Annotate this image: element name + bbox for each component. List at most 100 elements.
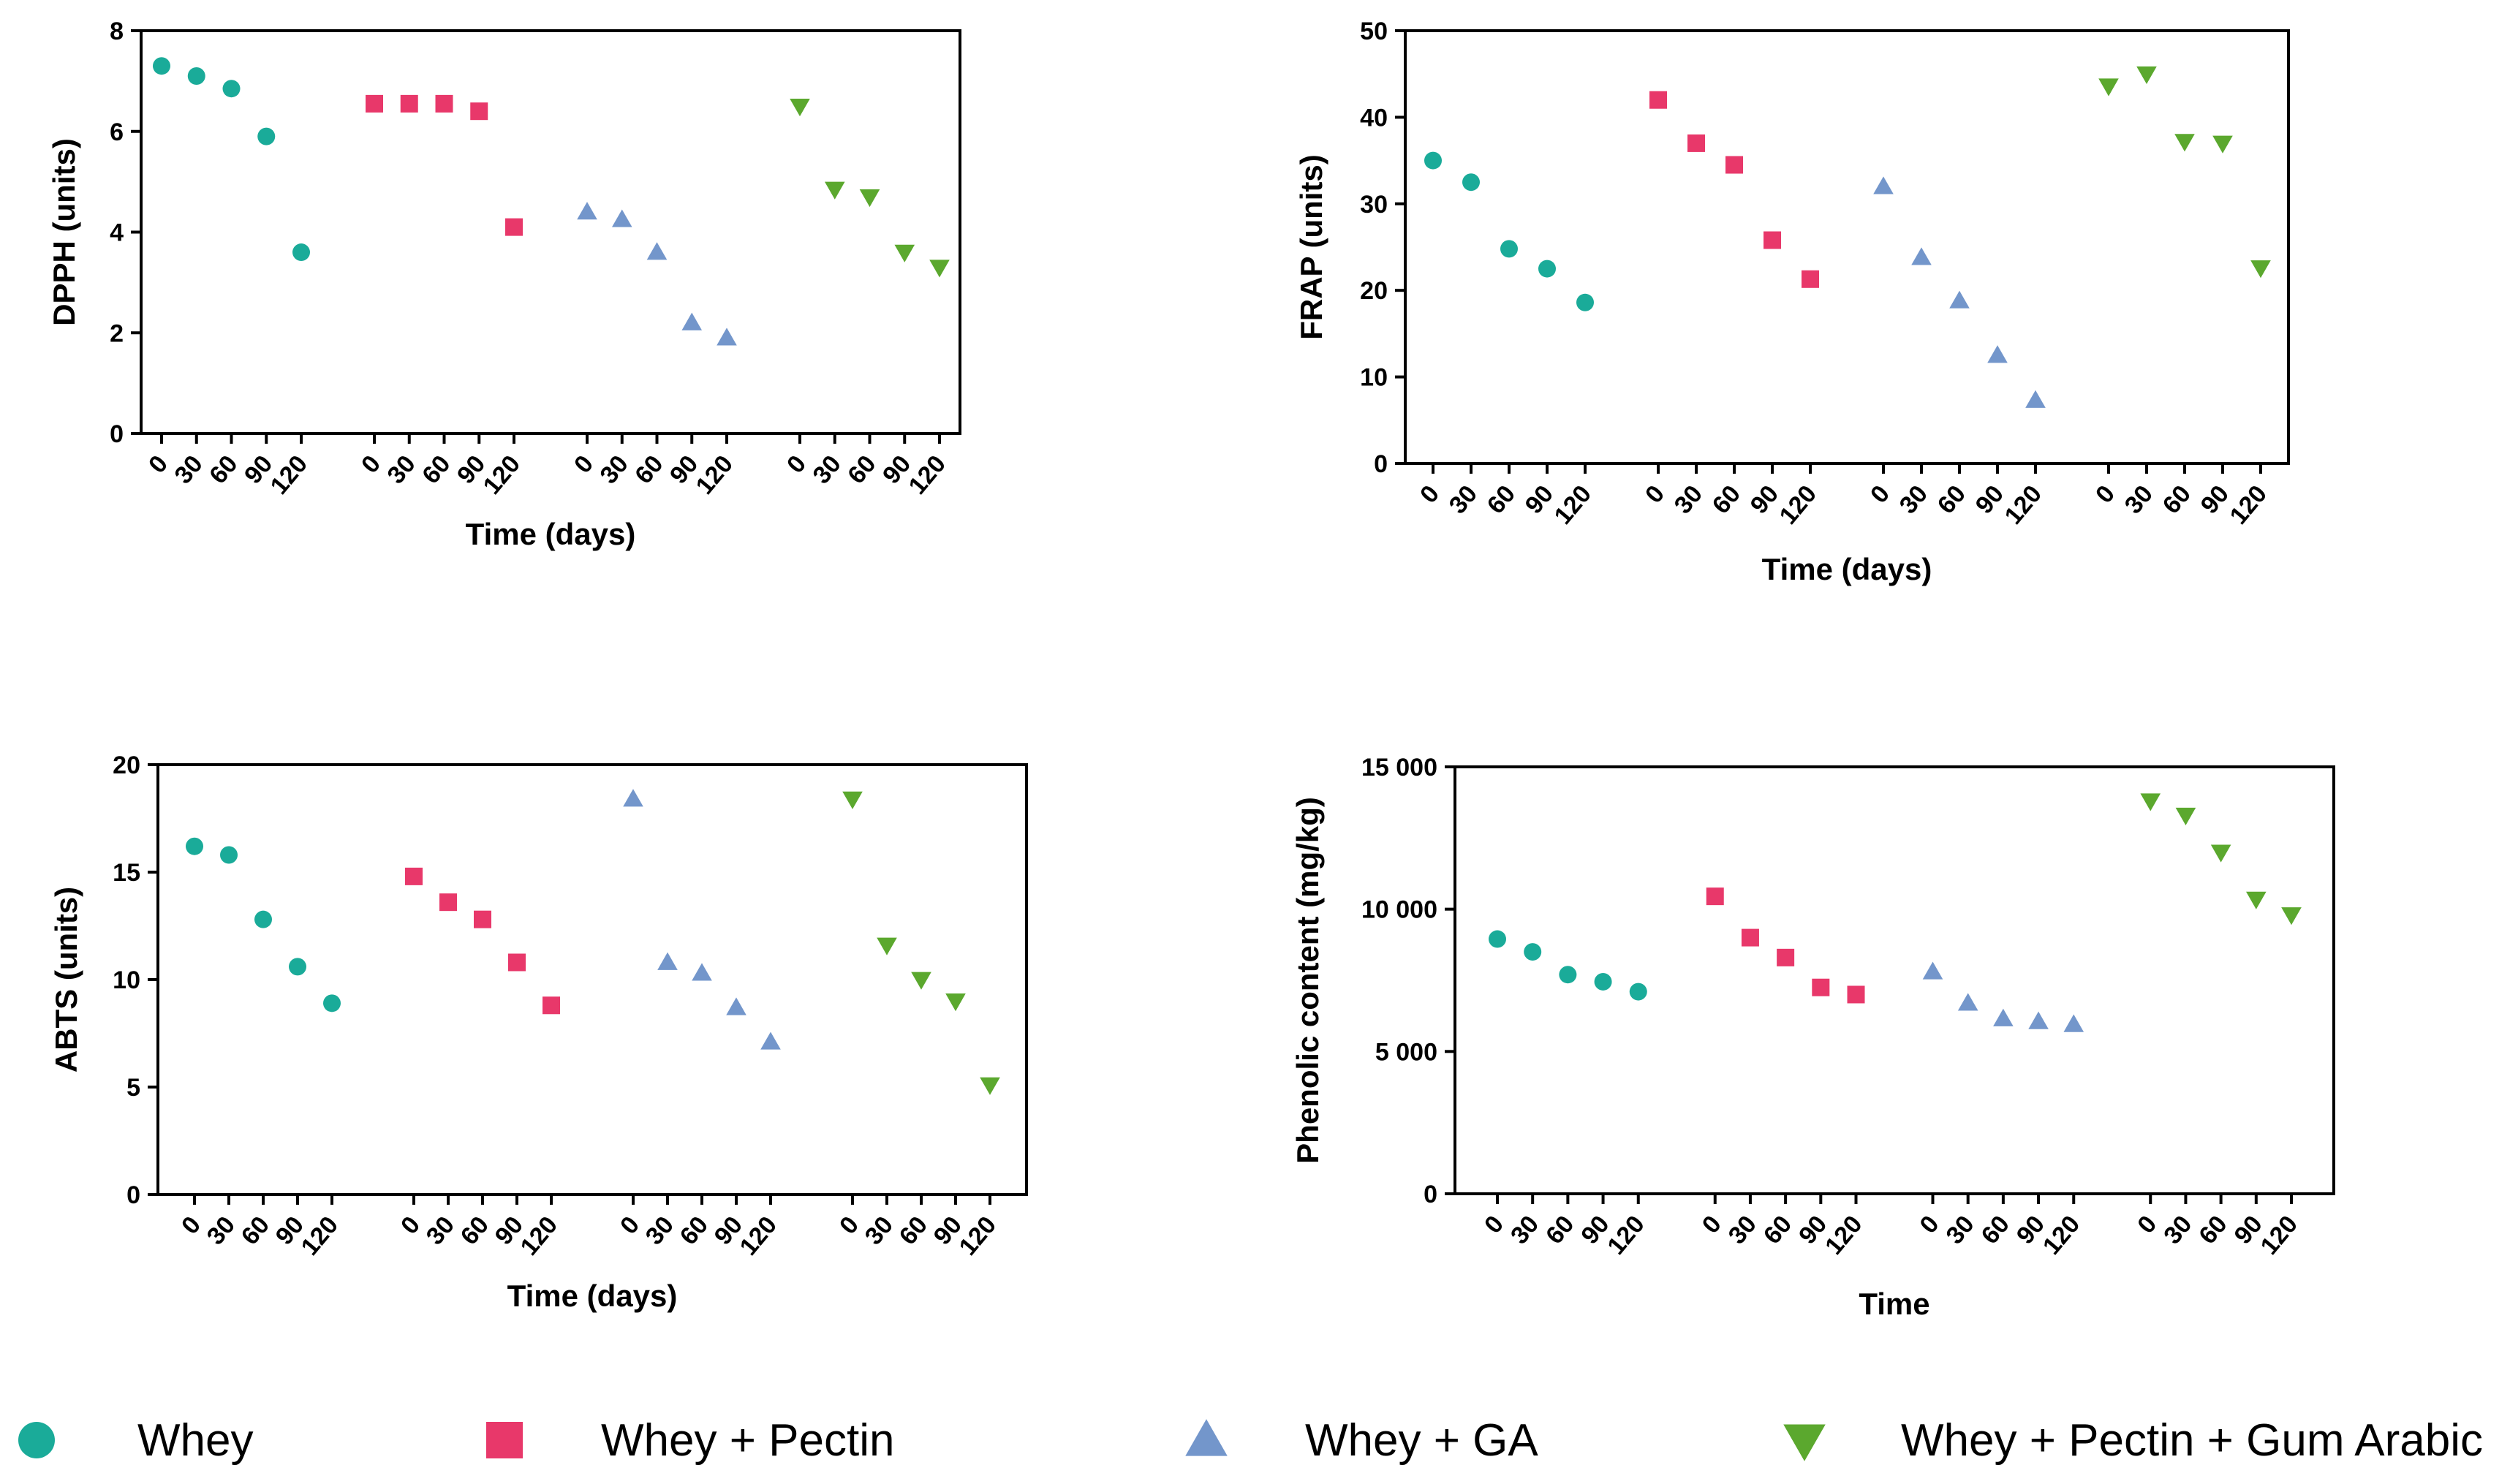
data-point (2175, 807, 2196, 825)
data-point (1559, 966, 1577, 984)
data-point (2250, 260, 2271, 279)
plot-frame (140, 29, 961, 435)
data-point (726, 997, 746, 1015)
data-point (1706, 887, 1724, 906)
x-tick-label: 30 (1940, 1211, 1979, 1249)
x-tick-label: 30 (807, 450, 846, 489)
data-point (824, 181, 845, 200)
x-tick-label: 30 (421, 1211, 460, 1250)
data-point (186, 837, 203, 855)
x-tick-label: 30 (860, 1211, 899, 1250)
data-point (470, 102, 488, 121)
data-point (1649, 91, 1667, 109)
data-point (400, 94, 418, 113)
data-point (1741, 928, 1759, 947)
y-tick-label: 15 000 (1361, 754, 1437, 781)
x-tick-label: 0 (2090, 480, 2120, 509)
plot-frame (156, 763, 1028, 1196)
data-point (681, 312, 703, 330)
data-point (1957, 993, 1978, 1011)
x-tick-label: 120 (296, 1211, 344, 1261)
y-tick-label: 0 (126, 1181, 140, 1209)
data-point (405, 867, 423, 885)
data-point (611, 209, 632, 227)
data-point (439, 893, 457, 912)
x-tick-label: 120 (515, 1211, 564, 1261)
data-point (980, 1077, 1000, 1095)
data-point (2212, 135, 2233, 154)
y-tick-label: 10 000 (1361, 896, 1437, 924)
data-point (2246, 891, 2267, 909)
data-point (1777, 948, 1795, 966)
data-point (911, 972, 931, 990)
x-tick-label: 0 (782, 450, 812, 479)
data-point (945, 993, 966, 1012)
data-point (2025, 390, 2046, 408)
data-point (1802, 270, 1819, 288)
x-tick-label: 120 (1549, 480, 1598, 530)
y-tick-label: 40 (1360, 104, 1388, 132)
x-tick-label: 120 (2256, 1211, 2304, 1260)
x-tick-label: 0 (1479, 1211, 1509, 1239)
data-point (2063, 1014, 2084, 1032)
x-tick-label: 120 (954, 1211, 1002, 1261)
data-point (1725, 156, 1743, 174)
y-tick-label: 6 (110, 118, 124, 146)
data-point (842, 791, 863, 809)
plot-frame (1454, 765, 2335, 1195)
data-point (2281, 907, 2302, 925)
data-point (877, 937, 897, 955)
x-tick-label: 30 (202, 1211, 241, 1250)
x-tick-label: 60 (675, 1211, 714, 1250)
y-tick-label: 2 (110, 319, 124, 347)
y-tick-label: 15 (113, 859, 140, 887)
x-tick-label: 120 (265, 450, 314, 500)
x-tick-label: 60 (204, 450, 243, 489)
x-tick-label: 60 (1976, 1211, 2015, 1249)
y-axis-title: Phenolic content (mg/kg) (1290, 797, 1325, 1164)
x-tick-label: 30 (382, 450, 420, 489)
data-point (1949, 290, 1970, 308)
y-tick-label: 20 (1360, 277, 1388, 305)
data-point (2174, 134, 2195, 152)
x-tick-label: 120 (478, 450, 526, 500)
data-point (366, 94, 383, 113)
x-axis-title: Time (1859, 1287, 1929, 1321)
x-tick-label: 0 (1914, 1211, 1944, 1239)
y-tick-label: 30 (1360, 191, 1388, 219)
legend-item: Whey (18, 1415, 253, 1466)
legend: Whey Whey + Pectin Whey + GA Whey + Pectin … (18, 1415, 2483, 1466)
y-axis-title: ABTS (units) (49, 887, 83, 1072)
y-tick-label: 10 (1360, 364, 1388, 392)
data-point (2140, 793, 2161, 811)
data-point (153, 57, 170, 75)
x-tick-label: 30 (2120, 480, 2158, 519)
data-point (717, 328, 737, 346)
x-tick-label: 60 (2193, 1211, 2232, 1249)
y-axis-title: FRAP (units) (1294, 154, 1328, 340)
x-tick-label: 120 (2000, 480, 2048, 530)
data-point (1524, 943, 1542, 961)
data-point (1911, 247, 1932, 265)
data-point (474, 910, 491, 928)
x-tick-label: 60 (630, 450, 668, 489)
data-point (435, 94, 453, 113)
x-axis-title: Time (days) (466, 517, 636, 551)
legend-label: Whey + Pectin + Gum Arabic (1901, 1415, 2483, 1466)
data-point (1993, 1008, 2014, 1026)
data-point (646, 242, 668, 260)
x-axis-title: Time (days) (507, 1279, 678, 1313)
x-tick-label: 30 (1894, 480, 1933, 519)
data-point (1812, 978, 1830, 996)
legend-marker (18, 1422, 55, 1458)
x-tick-label: 120 (1602, 1211, 1650, 1260)
x-tick-label: 0 (1640, 480, 1670, 509)
x-tick-label: 60 (1482, 480, 1521, 519)
x-tick-label: 60 (894, 1211, 933, 1250)
x-tick-label: 120 (691, 450, 739, 500)
x-tick-label: 60 (455, 1211, 494, 1250)
